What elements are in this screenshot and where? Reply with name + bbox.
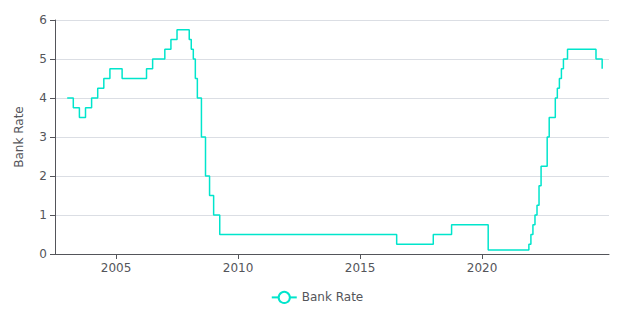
svg-text:1: 1	[39, 208, 47, 222]
svg-text:2010: 2010	[223, 261, 254, 275]
svg-text:6: 6	[39, 13, 47, 27]
svg-text:2: 2	[39, 169, 47, 183]
svg-text:2015: 2015	[345, 261, 376, 275]
svg-text:3: 3	[39, 130, 47, 144]
svg-text:0: 0	[39, 247, 47, 261]
svg-text:Bank Rate: Bank Rate	[12, 106, 26, 167]
svg-text:Bank Rate: Bank Rate	[302, 290, 363, 304]
svg-text:4: 4	[39, 91, 47, 105]
svg-text:2005: 2005	[101, 261, 132, 275]
svg-text:5: 5	[39, 52, 47, 66]
svg-text:2020: 2020	[467, 261, 498, 275]
